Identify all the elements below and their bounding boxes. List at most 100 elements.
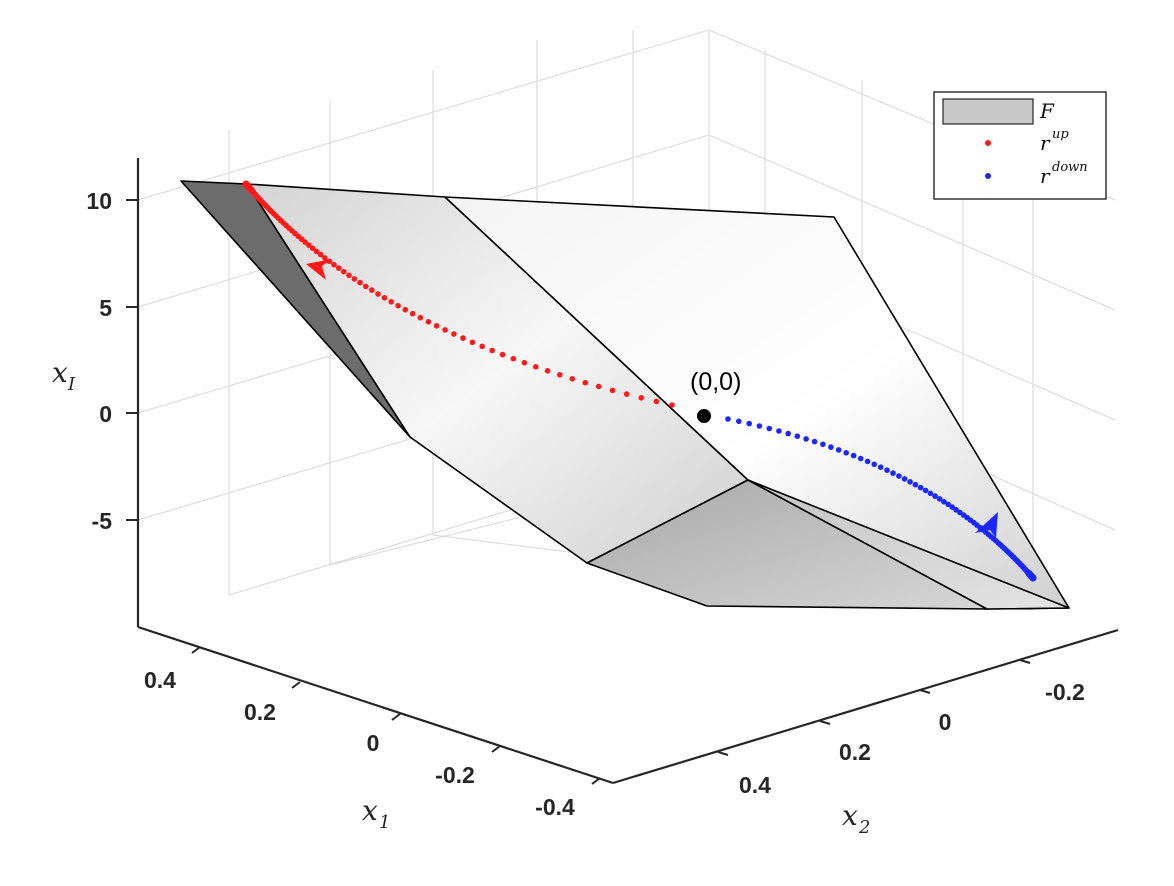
r-up-point	[489, 347, 496, 354]
r-down-point	[785, 430, 791, 437]
r-up-point	[341, 268, 347, 275]
r-up-point	[242, 180, 250, 188]
r-down-point	[756, 423, 763, 429]
legend-label-F: F	[1039, 99, 1055, 123]
svg-text:1: 1	[379, 812, 390, 833]
r-down-point	[890, 470, 896, 476]
x1-tick: -0.2	[435, 762, 475, 788]
r-up-point	[544, 368, 551, 374]
r-up-point	[433, 323, 440, 329]
r-down-point	[936, 496, 943, 502]
x2-tick: 0.4	[739, 772, 771, 798]
x2-tick: 0.2	[839, 739, 871, 765]
r-down-point	[877, 464, 884, 471]
origin-marker	[697, 409, 711, 423]
surface-face-bottom-right	[747, 479, 1070, 610]
r-up-point	[557, 372, 563, 378]
svg-text:r: r	[1040, 131, 1051, 155]
svg-text:x: x	[842, 799, 858, 832]
r-up-point	[363, 283, 369, 290]
origin-annotation: (0,0)	[690, 368, 741, 396]
x2-axis-line	[612, 628, 1119, 785]
z-tick: 10	[86, 188, 112, 214]
svg-text:x: x	[52, 356, 68, 389]
r-up-point	[582, 379, 589, 386]
r-down-point	[746, 420, 752, 427]
r-up-point	[331, 261, 337, 268]
r-up-point	[417, 314, 424, 321]
r-up-point	[317, 251, 324, 258]
r-down-point	[896, 473, 902, 479]
r-down-point	[843, 450, 849, 456]
svg-text:I: I	[67, 374, 76, 395]
svg-text:up: up	[1052, 127, 1069, 142]
r-down-point	[907, 479, 913, 485]
r-up-point	[623, 391, 630, 397]
r-up-point	[533, 364, 539, 370]
legend-label-r-up: r up	[1040, 127, 1069, 155]
r-up-point	[425, 319, 432, 325]
series-r-up	[242, 180, 675, 408]
x1-tick: 0.4	[144, 667, 176, 693]
r-up-point	[309, 245, 316, 251]
x2-tick: 0	[939, 709, 952, 735]
svg-text:2: 2	[858, 817, 870, 838]
r-up-point	[638, 395, 645, 401]
axis-ticks	[126, 199, 1031, 785]
r-down-point	[725, 416, 731, 422]
r-down-point	[794, 433, 801, 440]
arrow-r-down	[975, 512, 998, 538]
r-down-point	[835, 447, 842, 453]
r-up-point	[409, 310, 416, 317]
r-up-point	[460, 335, 466, 341]
r-up-point	[357, 279, 363, 286]
r-up-point	[510, 355, 517, 362]
r-up-point	[653, 398, 660, 405]
r-up-point	[609, 387, 616, 394]
r-down-point	[820, 441, 826, 448]
r-down-point	[1029, 574, 1037, 582]
r-down-point	[932, 493, 938, 499]
z-tick: -5	[92, 508, 113, 534]
r-up-point	[395, 302, 401, 309]
r-up-point	[313, 248, 320, 255]
r-up-point	[669, 402, 675, 408]
x1-tick: 0.2	[244, 699, 276, 725]
r-down-point	[945, 501, 951, 508]
r-up-point	[442, 327, 448, 333]
r-up-point	[595, 383, 602, 390]
r-up-point	[336, 265, 342, 271]
x1-tick: 0	[367, 730, 380, 756]
x1-axis-line	[137, 625, 614, 785]
x2-axis-label: x 2	[842, 799, 870, 838]
r-down-point	[941, 498, 947, 505]
r-up-point	[451, 331, 457, 337]
legend: F r up r down	[933, 91, 1107, 200]
r-up-point	[402, 306, 409, 313]
r-down-point	[949, 504, 955, 510]
r-down-point	[912, 481, 919, 488]
legend-dot-r-up	[985, 140, 991, 146]
r-up-point	[369, 287, 375, 293]
svg-text:r: r	[1040, 164, 1051, 188]
r-down-point	[850, 452, 857, 459]
r-down-point	[828, 444, 834, 450]
r-down-point	[927, 490, 934, 497]
legend-dot-r-down	[985, 173, 991, 179]
axes	[136, 158, 1119, 785]
r-down-point	[864, 458, 871, 465]
r-down-point	[776, 428, 782, 434]
r-up-point	[479, 343, 486, 350]
r-up-point	[521, 359, 528, 366]
r-up-point	[306, 242, 312, 248]
legend-label-r-down: r down	[1040, 160, 1088, 188]
svg-text:down: down	[1052, 160, 1088, 175]
svg-text:x: x	[362, 794, 378, 827]
r-down-point	[884, 467, 890, 474]
x1-axis-label: x 1	[362, 794, 390, 833]
r-up-point	[499, 351, 506, 358]
r-down-point	[871, 461, 877, 468]
r-down-point	[857, 455, 864, 462]
z-tick: 0	[99, 401, 112, 427]
r-down-point	[901, 476, 908, 482]
